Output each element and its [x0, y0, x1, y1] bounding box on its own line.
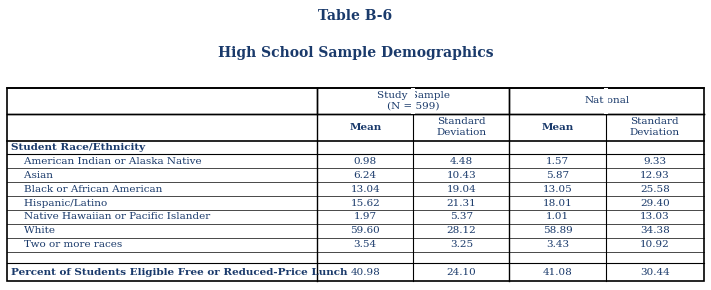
- Text: 5.37: 5.37: [450, 212, 473, 221]
- Text: Black or African American: Black or African American: [11, 185, 163, 194]
- Text: 15.62: 15.62: [351, 198, 380, 208]
- Text: 28.12: 28.12: [447, 226, 476, 235]
- Text: Table B-6: Table B-6: [319, 9, 392, 23]
- Text: 3.54: 3.54: [353, 240, 377, 249]
- Text: High School Sample Demographics: High School Sample Demographics: [218, 46, 493, 60]
- Text: Hispanic/Latino: Hispanic/Latino: [11, 198, 107, 208]
- Text: Study Sample
(N = 599): Study Sample (N = 599): [377, 91, 450, 111]
- Text: 30.44: 30.44: [640, 268, 670, 277]
- Text: 6.24: 6.24: [353, 171, 377, 180]
- Text: 0.98: 0.98: [353, 157, 377, 166]
- Text: Native Hawaiian or Pacific Islander: Native Hawaiian or Pacific Islander: [11, 212, 210, 221]
- Text: 5.87: 5.87: [546, 171, 569, 180]
- Text: 3.25: 3.25: [450, 240, 473, 249]
- Text: Asian: Asian: [11, 171, 53, 180]
- Text: 1.97: 1.97: [353, 212, 377, 221]
- Text: 21.31: 21.31: [447, 198, 476, 208]
- Text: 4.48: 4.48: [450, 157, 473, 166]
- Text: 1.01: 1.01: [546, 212, 569, 221]
- Text: 9.33: 9.33: [643, 157, 666, 166]
- Text: 13.04: 13.04: [351, 185, 380, 194]
- Text: 10.92: 10.92: [640, 240, 670, 249]
- Text: 18.01: 18.01: [542, 198, 572, 208]
- Bar: [411, 88, 415, 113]
- Text: Mean: Mean: [542, 122, 574, 132]
- Text: Standard
Deviation: Standard Deviation: [630, 117, 680, 137]
- Text: 13.03: 13.03: [640, 212, 670, 221]
- Text: American Indian or Alaska Native: American Indian or Alaska Native: [11, 157, 202, 166]
- Text: 25.58: 25.58: [640, 185, 670, 194]
- Text: 40.98: 40.98: [351, 268, 380, 277]
- Text: 12.93: 12.93: [640, 171, 670, 180]
- Text: 3.43: 3.43: [546, 240, 569, 249]
- Text: Two or more races: Two or more races: [11, 240, 122, 249]
- Text: 29.40: 29.40: [640, 198, 670, 208]
- Text: 58.89: 58.89: [542, 226, 572, 235]
- Text: Mean: Mean: [349, 122, 381, 132]
- Text: Standard
Deviation: Standard Deviation: [437, 117, 486, 137]
- Text: White: White: [11, 226, 55, 235]
- Text: 59.60: 59.60: [351, 226, 380, 235]
- Text: 10.43: 10.43: [447, 171, 476, 180]
- Bar: [604, 88, 608, 113]
- Text: 13.05: 13.05: [542, 185, 572, 194]
- Bar: [7, 88, 704, 281]
- Text: 41.08: 41.08: [542, 268, 572, 277]
- Text: 24.10: 24.10: [447, 268, 476, 277]
- Text: Percent of Students Eligible Free or Reduced-Price Lunch: Percent of Students Eligible Free or Red…: [11, 268, 348, 277]
- Text: 34.38: 34.38: [640, 226, 670, 235]
- Text: 1.57: 1.57: [546, 157, 569, 166]
- Text: National: National: [584, 97, 629, 106]
- Text: Student Race/Ethnicity: Student Race/Ethnicity: [11, 143, 146, 152]
- Text: 19.04: 19.04: [447, 185, 476, 194]
